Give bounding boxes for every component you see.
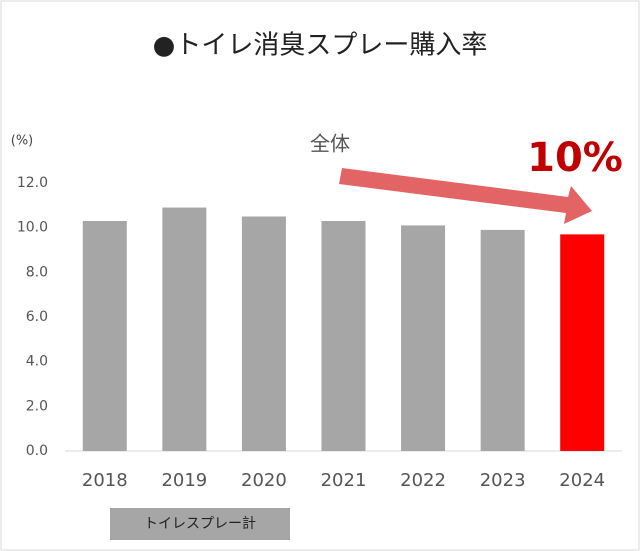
y-axis-label: (%) <box>11 134 34 149</box>
bar <box>401 225 446 451</box>
trend-arrow <box>339 168 592 224</box>
y-tick-label: 0.0 <box>26 443 48 459</box>
y-tick-label: 12.0 <box>17 175 48 191</box>
legend-label: トイレスプレー計 <box>144 516 256 532</box>
chart-title: ●トイレ消臭スプレー購入率 <box>153 31 488 61</box>
y-tick-label: 4.0 <box>26 354 48 370</box>
x-tick-label: 2020 <box>241 470 287 491</box>
bar <box>321 220 366 451</box>
annotation: 10% <box>527 135 623 181</box>
x-tick-label: 2023 <box>480 470 526 491</box>
x-tick-label: 2024 <box>559 470 605 491</box>
x-tick-label: 2018 <box>82 470 128 491</box>
bar <box>162 207 207 451</box>
y-tick-label: 8.0 <box>26 264 48 280</box>
annotation: 全体 <box>310 132 350 156</box>
x-tick-label: 2021 <box>321 470 367 491</box>
bar <box>82 220 127 451</box>
bar <box>241 216 286 451</box>
y-tick-label: 2.0 <box>26 398 48 414</box>
x-tick-label: 2022 <box>400 470 446 491</box>
legend-box <box>110 508 290 540</box>
bar <box>560 234 605 451</box>
y-tick-label: 10.0 <box>17 220 48 236</box>
x-tick-label: 2019 <box>161 470 207 491</box>
y-tick-label: 6.0 <box>26 309 48 325</box>
bar <box>480 229 525 451</box>
